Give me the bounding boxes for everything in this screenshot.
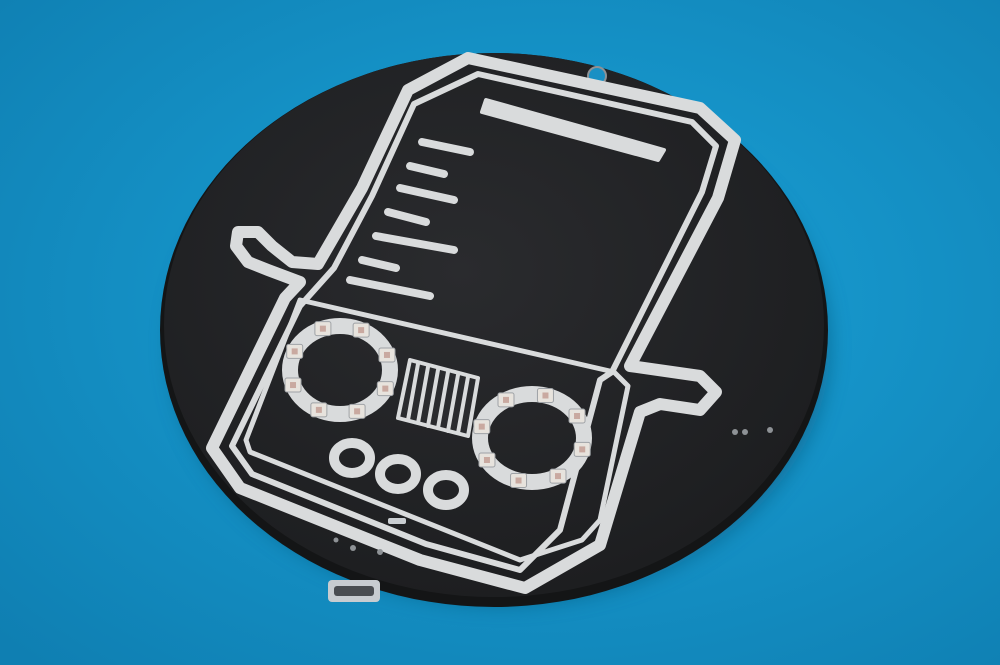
scale-ticks — [346, 138, 474, 300]
grill-line — [426, 368, 440, 428]
right-led-ring — [472, 386, 592, 490]
round-pad — [375, 454, 421, 494]
round-pads — [329, 438, 469, 510]
scale-tick — [372, 232, 458, 254]
usb-opening — [334, 586, 374, 596]
led-die — [579, 446, 586, 453]
via — [732, 429, 738, 435]
via — [767, 427, 773, 433]
round-pad — [329, 438, 375, 478]
usb-connector — [328, 580, 380, 602]
scale-tick — [418, 138, 474, 156]
inner-outline — [229, 71, 719, 573]
led-die — [542, 392, 549, 399]
outer-outline — [206, 52, 741, 594]
grill-line — [446, 373, 460, 433]
grill-line — [436, 370, 450, 430]
via — [333, 537, 339, 543]
led-die — [483, 457, 490, 463]
center-grill — [396, 358, 480, 438]
smd-part — [388, 518, 406, 524]
grill-line — [456, 375, 470, 435]
via — [742, 429, 748, 435]
led-die — [319, 325, 326, 332]
grill-line — [416, 365, 430, 425]
board-surface — [164, 53, 824, 597]
led-die — [574, 413, 581, 419]
leds — [284, 321, 591, 489]
via — [350, 545, 356, 551]
scale-tick — [384, 208, 430, 226]
led-die — [515, 477, 522, 484]
scale-tick — [406, 162, 448, 178]
via — [377, 549, 383, 555]
small-components — [333, 427, 773, 555]
pcb-board — [160, 53, 828, 607]
left-led-ring — [282, 318, 398, 422]
led-die — [383, 351, 390, 358]
led-die — [358, 327, 365, 334]
led-die — [291, 348, 298, 355]
round-pad — [423, 470, 469, 510]
grill-line — [406, 362, 420, 422]
led-die — [478, 423, 485, 430]
led-die — [503, 396, 509, 403]
led-die — [382, 385, 389, 392]
led-die — [290, 382, 297, 389]
scale-tick — [346, 276, 434, 300]
led-die — [354, 408, 361, 415]
scale-tick — [358, 256, 400, 272]
led-die — [315, 406, 322, 413]
silkscreen-artwork — [206, 52, 741, 594]
base-panel — [243, 297, 631, 563]
top-bar — [480, 98, 666, 162]
led-die — [555, 473, 561, 480]
scale-tick — [396, 184, 458, 204]
